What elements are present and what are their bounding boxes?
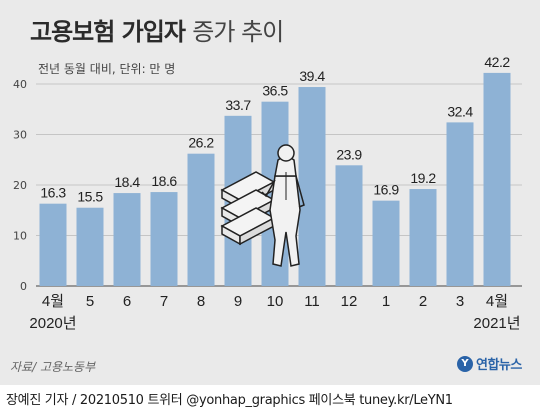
- y-tick-label: 20: [13, 179, 27, 192]
- x-tick-label: 12: [341, 293, 358, 310]
- credit-line: 장예진 기자 / 20210510 트위터 @yonhap_graphics 페…: [6, 393, 453, 408]
- value-label: 39.4: [299, 68, 325, 84]
- bar: [298, 87, 326, 286]
- value-label: 26.2: [188, 135, 214, 151]
- bar: [150, 192, 178, 286]
- value-label: 23.9: [336, 146, 362, 162]
- yonhap-logo: Y 연합뉴스: [457, 354, 522, 373]
- x-tick-label: 8: [197, 293, 205, 310]
- x-tick-label: 2: [419, 293, 427, 310]
- bar: [113, 193, 141, 286]
- x-tick-label: 10: [267, 293, 284, 310]
- value-label: 19.2: [410, 170, 436, 186]
- x-tick-label: 6: [123, 293, 131, 310]
- year-label: 2020년: [29, 315, 76, 332]
- bar: [483, 72, 511, 286]
- y-tick-label: 10: [13, 230, 27, 243]
- bar: [409, 189, 437, 286]
- x-tick-label: 3: [456, 293, 464, 310]
- bar: [335, 165, 363, 286]
- x-tick-label: 4월: [42, 293, 64, 310]
- value-label: 33.7: [225, 97, 251, 113]
- bars: [39, 72, 511, 286]
- title-sub: 증가 추이: [192, 18, 284, 46]
- y-tick-label: 30: [13, 129, 27, 142]
- logo-text: 연합뉴스: [476, 358, 522, 373]
- bar: [446, 122, 474, 286]
- bar-chart: 16.3 15.5 18.4 18.6 26.2 33.7 36.5 39.4 23.9 16.9…: [13, 54, 522, 332]
- source-note: 자료/ 고용노동부: [10, 360, 96, 374]
- x-tick-label: 11: [304, 293, 320, 310]
- value-label: 18.6: [151, 173, 177, 189]
- bar: [76, 207, 104, 286]
- bar: [39, 203, 67, 286]
- office-worker-figure-icon: [220, 144, 305, 267]
- x-tick-label: 5: [86, 293, 94, 310]
- unit-note: 전년 동월 대비, 단위: 만 명: [38, 62, 176, 76]
- y-tick-label: 0: [20, 280, 27, 293]
- x-tick-label: 7: [160, 293, 168, 310]
- yonhap-logo-icon: Y: [457, 355, 473, 372]
- x-tick-label: 9: [234, 293, 242, 310]
- chart-title: 고용보험 가입자 증가 추이: [30, 12, 284, 47]
- value-labels: 16.3 15.5 18.4 18.6 26.2 33.7 36.5 39.4 23.9 16.9…: [40, 54, 510, 205]
- x-tick-label: 1: [382, 293, 390, 310]
- value-label: 16.9: [373, 182, 399, 198]
- bar: [187, 153, 215, 286]
- value-label: 16.3: [40, 185, 66, 201]
- value-label: 15.5: [77, 189, 103, 205]
- bar: [372, 200, 400, 286]
- title-main: 고용보험 가입자: [30, 18, 186, 46]
- y-tick-label: 40: [13, 78, 27, 91]
- x-tick-label: 4월: [486, 293, 508, 310]
- value-label: 18.4: [114, 174, 140, 190]
- value-label: 32.4: [447, 103, 473, 119]
- value-label: 42.2: [484, 54, 510, 70]
- value-label: 36.5: [262, 83, 288, 99]
- year-label: 2021년: [473, 315, 520, 332]
